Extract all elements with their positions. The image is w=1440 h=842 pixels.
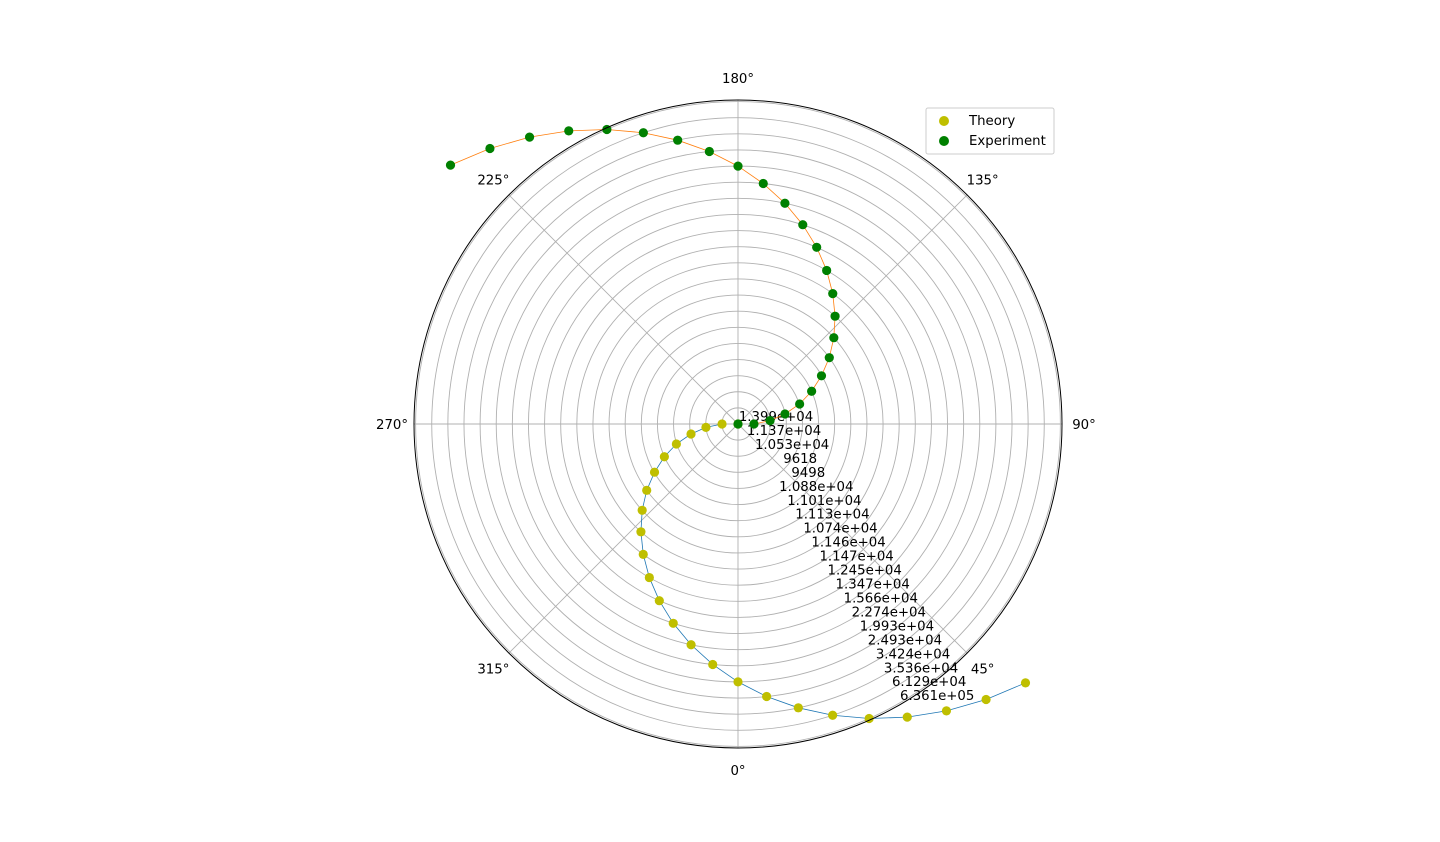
- grid-spoke-45: [737, 423, 968, 654]
- point-theory-10: [638, 549, 648, 560]
- point-theory-6: [649, 467, 660, 477]
- angle-tick-labels: 0° 45° 90° 135° 180° 225° 270° 315°: [376, 72, 1096, 779]
- data-series: [445, 124, 1031, 724]
- radial-tick-label: 9618: [783, 452, 817, 467]
- legend-box: [925, 107, 1055, 155]
- point-experiment-18: [673, 135, 683, 145]
- point-experiment-11: [822, 265, 832, 276]
- point-theory-19: [828, 710, 838, 720]
- radial-tick-label: 1.993e+04: [860, 619, 934, 634]
- point-theory-24: [1020, 678, 1031, 688]
- radial-tick-label: 2.274e+04: [852, 605, 926, 620]
- point-experiment-3: [780, 409, 790, 419]
- radial-tick-label: 1.245e+04: [828, 564, 902, 579]
- radial-tick-label: 1.147e+04: [819, 550, 893, 565]
- radial-tick-label: 1.113e+04: [795, 508, 869, 523]
- point-experiment-19: [638, 128, 648, 138]
- point-theory-3: [686, 429, 696, 439]
- angle-tick-label: 315°: [477, 663, 509, 678]
- grid: [414, 100, 1062, 748]
- legend-marker-experiment: [939, 136, 949, 146]
- point-theory-11: [644, 572, 654, 583]
- legend-marker-theory: [939, 116, 949, 126]
- point-theory-2: [701, 422, 711, 432]
- point-theory-15: [708, 659, 718, 670]
- point-theory-16: [733, 677, 743, 687]
- point-experiment-1: [749, 419, 759, 429]
- point-experiment-9: [830, 311, 840, 321]
- point-theory-17: [762, 691, 772, 702]
- point-experiment-8: [829, 333, 839, 343]
- point-experiment-17: [704, 146, 714, 157]
- point-experiment-7: [824, 353, 834, 363]
- radial-tick-labels: 1.399e+041.137e+041.053e+04961894981.088…: [739, 410, 975, 704]
- radial-tick-label: 1.101e+04: [787, 494, 861, 509]
- angle-tick-label: 135°: [967, 173, 999, 188]
- angle-tick-label: 225°: [477, 173, 509, 188]
- point-experiment-24: [445, 160, 456, 170]
- radial-tick-label: 1.347e+04: [836, 578, 910, 593]
- point-theory-22: [941, 706, 952, 716]
- radial-tick-label: 1.053e+04: [755, 438, 829, 453]
- angle-tick-label: 90°: [1072, 418, 1096, 433]
- angle-tick-label: 0°: [730, 764, 745, 779]
- point-experiment-13: [798, 220, 808, 230]
- legend: Theory Experiment: [925, 107, 1055, 155]
- polar-frame: [413, 99, 1063, 749]
- point-theory-8: [637, 505, 647, 515]
- legend-label-experiment: Experiment: [969, 134, 1046, 149]
- radial-tick-label: 1.137e+04: [747, 424, 821, 439]
- radial-tick-label: 1.566e+04: [844, 591, 918, 606]
- radial-tick-label: 6.129e+04: [892, 675, 966, 690]
- radial-tick-label: 6.361e+05: [900, 689, 974, 704]
- point-experiment-22: [524, 132, 535, 142]
- point-experiment-0: [733, 419, 743, 429]
- point-experiment-15: [758, 178, 768, 189]
- angle-tick-label: 270°: [376, 418, 408, 433]
- point-experiment-6: [816, 371, 827, 381]
- point-theory-18: [793, 703, 803, 713]
- point-experiment-2: [765, 416, 775, 426]
- point-theory-13: [668, 618, 678, 628]
- point-theory-21: [902, 712, 912, 722]
- point-theory-1: [717, 419, 727, 429]
- point-theory-23: [981, 694, 991, 705]
- point-experiment-5: [807, 386, 817, 396]
- point-experiment-10: [828, 288, 838, 299]
- point-theory-5: [659, 452, 669, 462]
- radial-tick-label: 9498: [791, 466, 825, 481]
- point-experiment-12: [812, 242, 822, 252]
- point-theory-7: [642, 485, 652, 495]
- point-experiment-16: [733, 161, 743, 171]
- point-experiment-23: [485, 143, 495, 154]
- radial-tick-label: 3.424e+04: [876, 647, 950, 662]
- radial-tick-label: 3.536e+04: [884, 661, 958, 676]
- angle-tick-label: 45°: [971, 663, 995, 678]
- point-experiment-4: [795, 399, 805, 409]
- grid-spoke-225: [508, 194, 739, 425]
- legend-label-theory: Theory: [968, 114, 1015, 129]
- point-theory-9: [636, 527, 646, 537]
- point-experiment-14: [780, 198, 790, 208]
- radial-tick-label: 1.074e+04: [803, 522, 877, 537]
- radial-tick-label: 1.088e+04: [779, 480, 853, 495]
- radial-tick-label: 2.493e+04: [868, 633, 942, 648]
- point-theory-4: [671, 439, 681, 449]
- grid-spoke-315: [508, 423, 739, 654]
- point-theory-12: [654, 596, 664, 606]
- point-theory-14: [686, 640, 696, 650]
- grid-spoke-135: [737, 194, 968, 425]
- point-experiment-21: [564, 126, 574, 136]
- angle-tick-label: 180°: [722, 72, 754, 87]
- radial-tick-label: 1.146e+04: [811, 536, 885, 551]
